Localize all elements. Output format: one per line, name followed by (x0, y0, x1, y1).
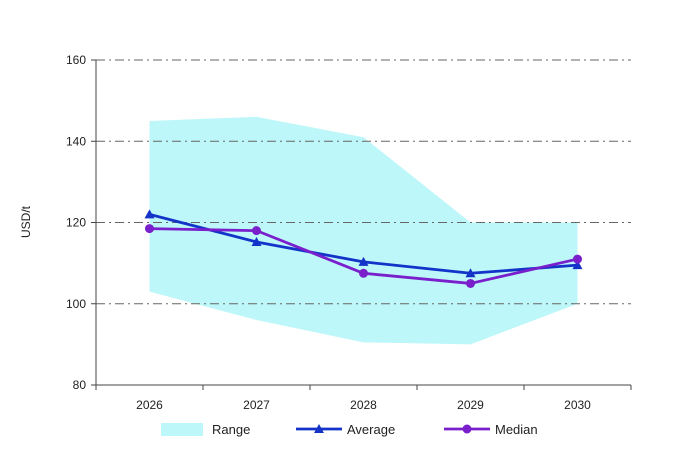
data-point-average (465, 268, 476, 278)
data-point-average (358, 256, 369, 266)
axes (91, 59, 632, 390)
data-point-average (251, 237, 262, 246)
legend-marker-average (314, 424, 324, 433)
legend-label-median: Median (495, 422, 538, 437)
x-tick-label: 2026 (136, 398, 163, 412)
data-point-median (252, 226, 261, 236)
legend-label-average: Average (347, 422, 395, 437)
data-point-average (572, 260, 583, 270)
y-tick-label: 80 (73, 378, 87, 392)
legend: Range Average Median (161, 422, 538, 437)
y-tick-label: 160 (66, 53, 86, 67)
data-point-median (466, 278, 475, 288)
y-tick-label: 140 (66, 134, 86, 148)
x-tick-label: 2029 (457, 398, 484, 412)
series-layer (144, 209, 583, 288)
data-point-median (145, 224, 154, 234)
legend-label-range: Range (212, 422, 250, 437)
y-tick-label: 100 (66, 297, 86, 311)
y-tick-label: 120 (66, 216, 86, 230)
legend-marker-median (462, 424, 472, 434)
legend-swatch-range (161, 423, 203, 436)
y-axis-label: USD/t (19, 205, 33, 238)
tick-labels: 80 100 120 140 160 2026 2027 2028 2029 2030 (66, 53, 591, 412)
data-point-average (144, 209, 155, 219)
x-tick-label: 2027 (243, 398, 270, 412)
x-tick-label: 2028 (350, 398, 377, 412)
data-point-median (573, 254, 582, 264)
data-point-median (359, 268, 368, 278)
x-tick-label: 2030 (564, 398, 591, 412)
